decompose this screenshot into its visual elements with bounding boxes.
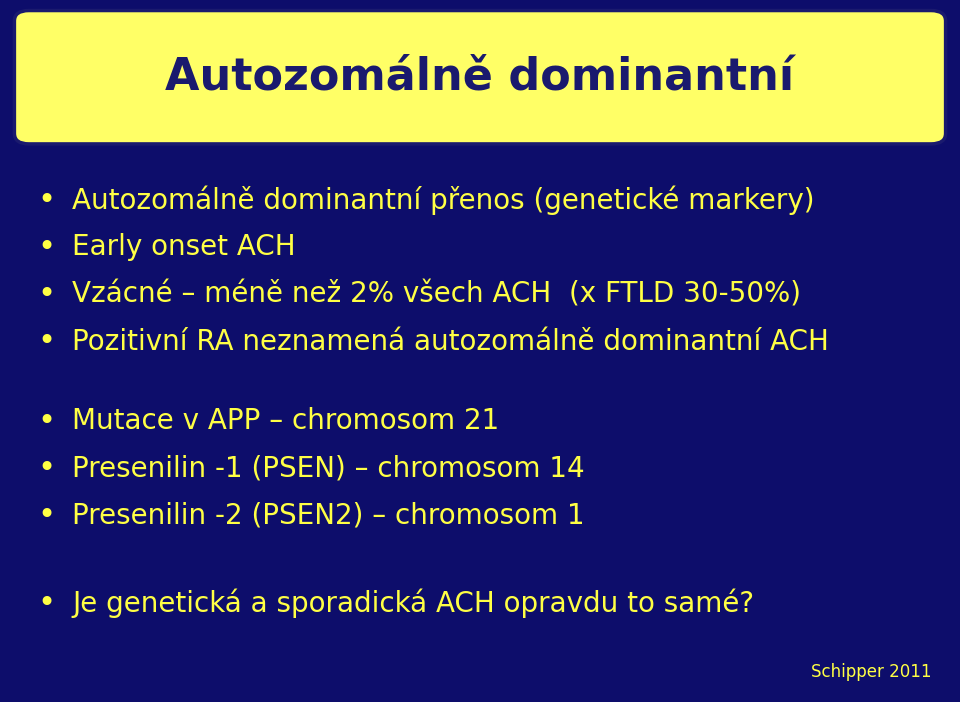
Text: •: • <box>37 589 55 618</box>
Text: Pozitivní RA neznamená autozomálně dominantní ACH: Pozitivní RA neznamená autozomálně domin… <box>72 328 828 356</box>
Text: Je genetická a sporadická ACH opravdu to samé?: Je genetická a sporadická ACH opravdu to… <box>72 589 755 618</box>
Text: •: • <box>37 327 55 357</box>
Text: Early onset ACH: Early onset ACH <box>72 233 296 261</box>
Text: Autozomálně dominantní přenos (genetické markery): Autozomálně dominantní přenos (genetické… <box>72 185 814 215</box>
Text: Autozomálně dominantní: Autozomálně dominantní <box>165 55 795 99</box>
Text: Mutace v APP – chromosom 21: Mutace v APP – chromosom 21 <box>72 407 499 435</box>
Text: •: • <box>37 453 55 483</box>
Text: Presenilin -1 (PSEN) – chromosom 14: Presenilin -1 (PSEN) – chromosom 14 <box>72 454 585 482</box>
Text: Presenilin -2 (PSEN2) – chromosom 1: Presenilin -2 (PSEN2) – chromosom 1 <box>72 501 585 529</box>
Text: •: • <box>37 280 55 310</box>
Text: •: • <box>37 406 55 436</box>
FancyBboxPatch shape <box>14 11 946 144</box>
Text: •: • <box>37 501 55 530</box>
Text: Vzácné – méně než 2% všech ACH  (x FTLD 30-50%): Vzácné – méně než 2% všech ACH (x FTLD 3… <box>72 281 801 309</box>
Text: •: • <box>37 185 55 215</box>
Text: •: • <box>37 232 55 262</box>
Text: Schipper 2011: Schipper 2011 <box>810 663 931 681</box>
